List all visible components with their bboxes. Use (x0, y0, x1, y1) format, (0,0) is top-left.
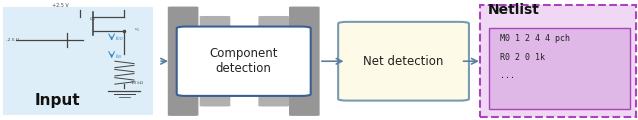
Text: Component
detection: Component detection (209, 47, 278, 75)
FancyBboxPatch shape (168, 7, 198, 116)
Text: $Q_1$: $Q_1$ (89, 15, 96, 23)
FancyBboxPatch shape (232, 31, 257, 91)
FancyBboxPatch shape (292, 7, 316, 115)
FancyBboxPatch shape (3, 7, 153, 115)
FancyBboxPatch shape (258, 16, 289, 106)
FancyBboxPatch shape (480, 5, 636, 117)
FancyBboxPatch shape (338, 22, 469, 101)
FancyBboxPatch shape (177, 27, 311, 96)
Text: Input: Input (35, 93, 81, 108)
Text: $I_{DD}$: $I_{DD}$ (115, 34, 123, 43)
Text: M0 1 2 4 4 pch: M0 1 2 4 4 pch (500, 34, 570, 43)
Text: ...: ... (500, 71, 516, 80)
Text: Net detection: Net detection (364, 55, 443, 68)
FancyBboxPatch shape (289, 7, 320, 116)
Text: R0 2 0 1k: R0 2 0 1k (500, 53, 545, 62)
FancyBboxPatch shape (200, 16, 230, 106)
Text: Netlist: Netlist (487, 3, 539, 17)
Text: $v_1$: $v_1$ (134, 27, 140, 34)
FancyBboxPatch shape (235, 32, 254, 91)
Text: +2.5 V: +2.5 V (52, 3, 69, 8)
Text: -2.5 V: -2.5 V (6, 38, 19, 42)
FancyBboxPatch shape (203, 17, 227, 106)
Text: $I_{SS}$: $I_{SS}$ (115, 52, 122, 61)
FancyBboxPatch shape (262, 17, 286, 106)
FancyBboxPatch shape (489, 28, 630, 109)
Text: 10 kΩ: 10 kΩ (131, 81, 143, 85)
FancyBboxPatch shape (171, 7, 195, 115)
